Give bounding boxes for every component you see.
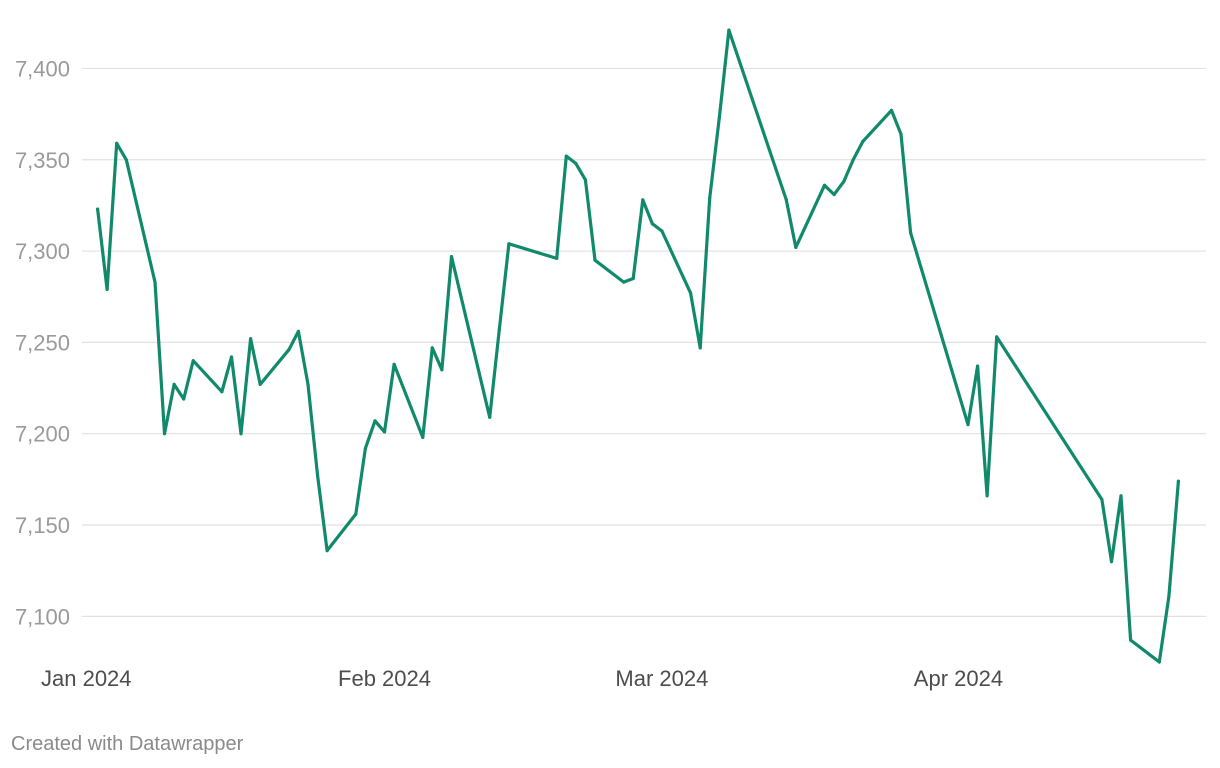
x-tick-label: Mar 2024 [615,666,708,691]
y-tick-label: 7,400 [15,56,70,81]
y-tick-label: 7,350 [15,148,70,173]
data-point [1119,494,1123,498]
data-point [172,382,176,386]
data-point [727,28,731,32]
data-point [1129,638,1133,642]
data-point [229,355,234,359]
data-point [191,359,195,363]
data-point [899,132,903,136]
data-point [392,362,396,366]
data-point [124,158,128,162]
data-point [249,337,253,341]
y-axis-tick-labels: 7,100 7,150 7,200 7,250 7,300 7,350 7,400 [15,56,70,629]
data-point [861,139,865,144]
data-point [239,432,243,436]
data-points [96,28,1180,664]
data-point [354,512,358,516]
data-point [794,245,798,249]
data-point [507,242,511,246]
data-point [564,154,568,158]
data-point [220,390,224,394]
data-point [316,474,320,478]
data-point [105,287,109,291]
data-point [488,415,492,419]
data-point [622,280,626,284]
data-point [182,397,186,401]
data-point [822,183,827,187]
data-point [1167,594,1171,598]
y-tick-label: 7,100 [15,604,70,629]
data-point [555,256,559,260]
data-point [660,229,664,233]
data-point [296,329,300,333]
data-point [784,198,788,202]
data-point [421,435,425,439]
data-point [325,549,329,553]
series-line [96,28,1180,664]
data-point [842,180,846,184]
data-point [985,494,989,498]
data-point [382,430,387,434]
data-point [1157,660,1161,664]
data-point [162,432,167,436]
data-point [995,335,999,339]
data-point [430,346,434,350]
x-tick-label: Feb 2024 [338,666,431,691]
data-point [287,348,291,352]
data-point [976,364,980,368]
data-point [889,108,894,112]
data-point [583,178,588,182]
data-point [1100,497,1104,502]
y-tick-label: 7,250 [15,330,70,355]
data-point [698,346,702,350]
credit-text: Created with Datawrapper [11,733,244,755]
x-tick-label: Jan 2024 [41,666,132,691]
data-point [593,258,597,262]
data-point [363,446,367,450]
data-point [497,328,501,332]
data-point [440,368,444,372]
data-point [708,196,712,200]
data-point [641,198,645,202]
line-chart: 7,100 7,150 7,200 7,250 7,300 7,350 7,400 Jan … [15,28,1206,691]
data-point [631,276,635,281]
data-point [153,280,157,284]
data-point [449,255,454,259]
x-axis-tick-labels: Jan 2024 Feb 2024 Mar 2024 Apr 2024 [41,666,1003,691]
data-point [650,222,654,226]
data-point [851,158,855,162]
data-point [115,141,119,145]
data-point [717,116,721,120]
x-tick-label: Apr 2024 [914,666,1003,691]
data-point [1176,479,1180,483]
data-point [1109,560,1114,564]
data-point [306,382,310,386]
data-point [96,207,100,211]
y-tick-label: 7,300 [15,239,70,264]
data-point [832,192,836,197]
data-point [909,231,913,235]
gridlines [82,67,1206,617]
y-tick-label: 7,150 [15,513,70,538]
data-point [373,419,377,423]
data-point [574,161,578,165]
data-point [966,423,970,427]
data-point [689,291,693,295]
y-tick-label: 7,200 [15,422,70,447]
data-point [258,382,262,386]
